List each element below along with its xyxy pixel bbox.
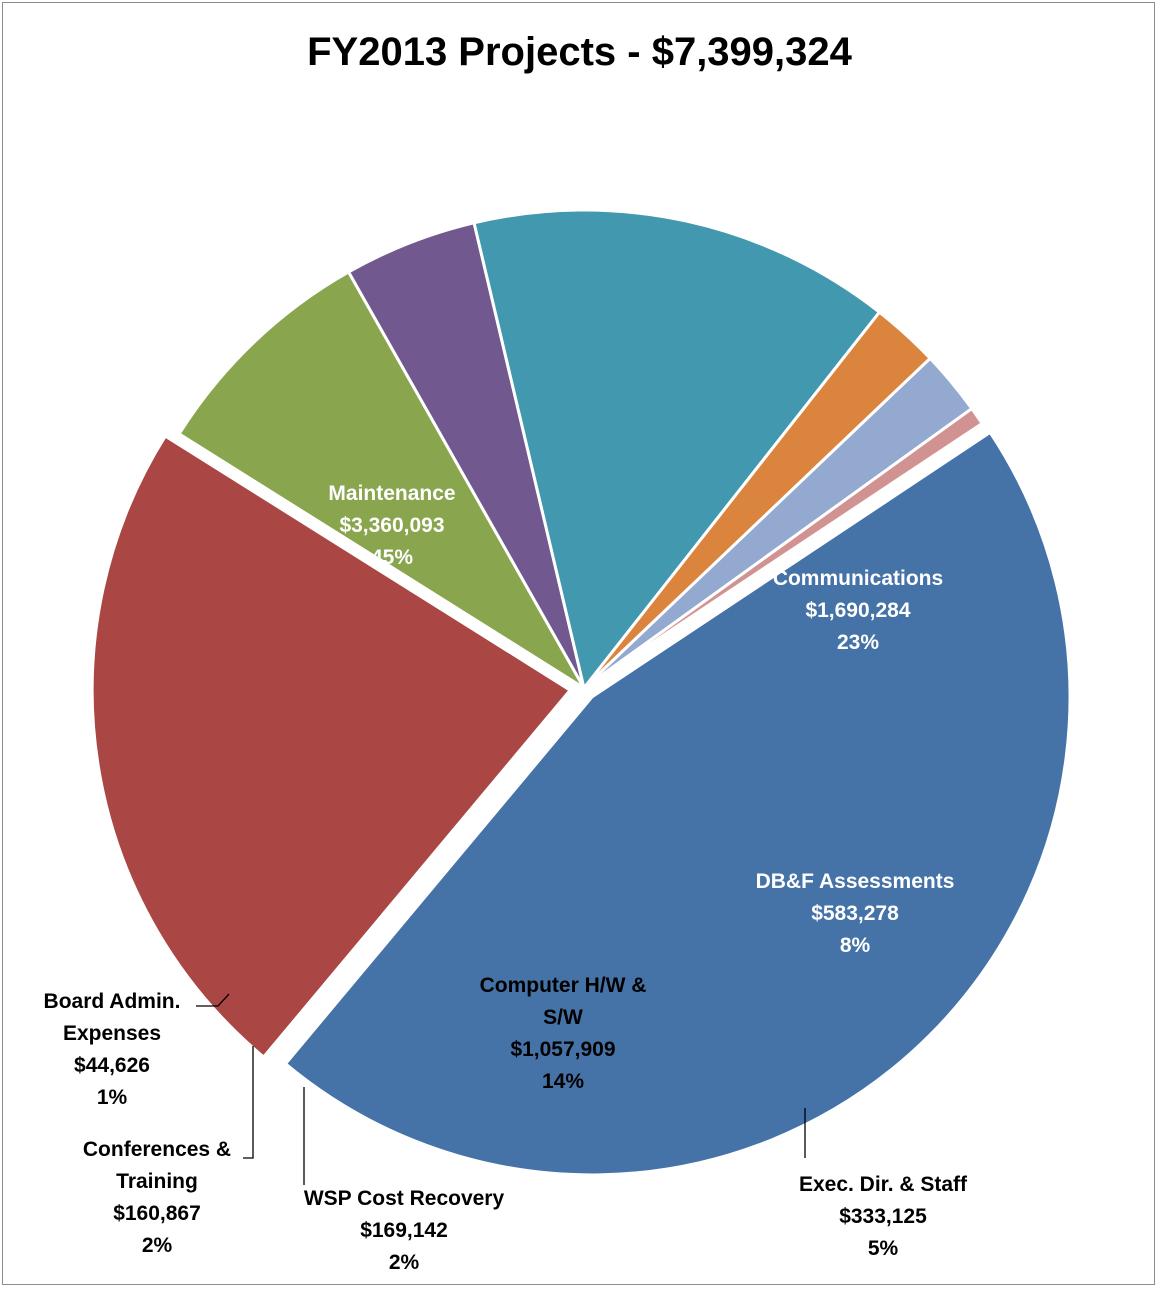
data-label-conferences-training: Conferences & Training $160,867 2%: [83, 1138, 231, 1257]
leader-line: [243, 1046, 254, 1159]
pie-slice-board-admin-expenses: [583, 406, 985, 690]
data-label-exec-dir-staff: Exec. Dir. & Staff $333,125 5%: [799, 1173, 968, 1260]
data-label-board-admin-expenses: Board Admin. Expenses $44,626 1%: [44, 990, 181, 1109]
pie-slice-computer-h-w-s-w: [472, 208, 882, 692]
pie-slice-db-f-assessments: [177, 269, 586, 690]
data-label-computer-h-w-s-w: Computer H/W & S/W $1,057,909 14%: [480, 974, 647, 1093]
leader-line: [196, 993, 230, 1007]
chart-title: FY2013 Projects - $7,399,324: [307, 30, 852, 74]
data-label-db-f-assessments: DB&F Assessments $583,278 8%: [756, 870, 955, 957]
data-label-communications: Communications $1,690,284 23%: [773, 567, 943, 654]
pie-slice-communications: [90, 433, 573, 1060]
pie-slice-maintenance: [283, 430, 1072, 1177]
data-label-maintenance: Maintenance $3,360,093 45%: [328, 482, 455, 569]
data-label-wsp-cost-recovery: WSP Cost Recovery $169,142 2%: [304, 1187, 505, 1274]
